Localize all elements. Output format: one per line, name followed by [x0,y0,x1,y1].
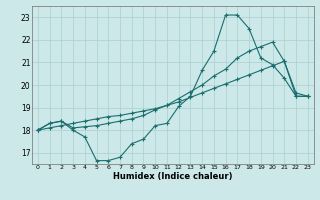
X-axis label: Humidex (Indice chaleur): Humidex (Indice chaleur) [113,172,233,181]
